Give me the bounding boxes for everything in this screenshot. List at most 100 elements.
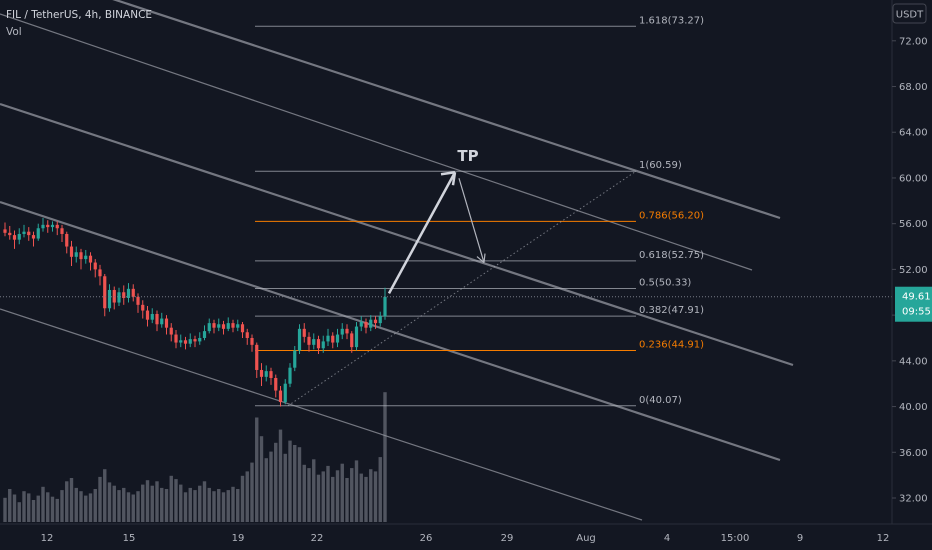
fibonacci-levels: 1.618(73.27) 1(60.59) 0.786(56.20) 0.618(52… (255, 15, 704, 407)
volume-bar (240, 475, 245, 522)
volume-bars (3, 392, 387, 522)
candle-body (55, 224, 59, 229)
candle-body (326, 335, 330, 342)
volume-bar (169, 475, 173, 522)
volume-bar (340, 463, 344, 522)
candle-body (50, 224, 55, 228)
volume-bar (179, 484, 183, 522)
candle-body (3, 229, 7, 233)
volume-bar (354, 460, 359, 522)
candle-body (188, 339, 192, 344)
trend-channels (0, 0, 794, 521)
volume-bar (207, 487, 211, 522)
candle-body (22, 231, 26, 234)
chart-header-title: FIL / TetherUS, 4h, BINANCE (6, 9, 152, 21)
volume-bar (373, 471, 378, 522)
candle-body (278, 390, 283, 402)
candle-body (27, 231, 31, 236)
volume-bar (293, 445, 297, 522)
volume-bar (8, 489, 12, 522)
volume-bar (22, 491, 26, 522)
volume-bar (160, 487, 164, 522)
candle-body (307, 336, 311, 345)
fib-level-label: 0(40.07) (639, 395, 682, 406)
tp-arrow-up-head (440, 171, 457, 186)
fib-level-label: 0.382(47.91) (639, 305, 704, 316)
price-badge: 49.61 09:55 (895, 286, 932, 322)
candle-body (107, 289, 112, 309)
candle-body (331, 335, 335, 343)
channel-line[interactable] (0, 102, 794, 367)
fib-level-label: 1.618(73.27) (639, 15, 704, 26)
x-tick-label: 15 (123, 533, 136, 544)
candle-body (41, 224, 45, 229)
volume-bar (226, 490, 230, 522)
volume-bar (236, 489, 240, 522)
candle-body (193, 339, 197, 342)
candle-body (169, 327, 173, 335)
candle-body (8, 232, 12, 236)
x-tick-label: 22 (311, 533, 324, 544)
candle-body (283, 383, 287, 402)
candle-body (240, 324, 245, 333)
volume-bar (107, 482, 112, 522)
volume-bar (364, 476, 368, 522)
y-tick-label: 72.00 (899, 36, 928, 47)
candle-body (31, 235, 36, 239)
y-tick-label: 44.00 (899, 356, 928, 367)
volume-bar (326, 465, 330, 522)
candle-body (297, 328, 302, 351)
volume-bar (302, 464, 306, 522)
candle-body (369, 319, 373, 328)
volume-bar (198, 485, 202, 522)
candle-body (12, 235, 17, 240)
fib-level-label: 1(60.59) (639, 160, 682, 171)
candle-body (259, 369, 264, 377)
volume-bar (98, 476, 102, 522)
volume-bar (174, 479, 178, 522)
candle-body (226, 323, 230, 329)
fib-level-label: 0.786(56.20) (639, 210, 704, 221)
channel-line[interactable] (0, 0, 781, 220)
currency-button-frame[interactable] (892, 3, 927, 24)
candle-body (302, 328, 306, 337)
volume-bar (131, 494, 135, 522)
candle-body (65, 233, 69, 247)
volume-bar (188, 487, 192, 522)
volume-bar (12, 494, 17, 522)
candle-body (340, 328, 344, 335)
candle-body (202, 331, 207, 338)
candle-body (17, 233, 21, 240)
volume-bar (245, 471, 249, 522)
channel-line[interactable] (0, 200, 781, 462)
volume-bar (74, 487, 78, 522)
volume-bar (202, 481, 207, 522)
volume-bar (297, 447, 302, 522)
volume-bar (65, 481, 69, 522)
volume-bar (321, 471, 325, 522)
channel-line[interactable] (0, 13, 753, 271)
currency-button[interactable]: USDT (892, 3, 927, 24)
channel-line[interactable] (0, 308, 643, 521)
annotations: TP (0, 147, 892, 298)
currency-button-label[interactable]: USDT (896, 10, 924, 21)
candle-body (150, 313, 154, 320)
tp-arrow-up-line (387, 171, 457, 295)
candle-body (179, 340, 183, 343)
y-tick-label: 52.00 (899, 265, 928, 276)
volume-bar (259, 436, 264, 522)
candle-body (217, 324, 221, 328)
volume-bar (217, 489, 221, 522)
candle-body (274, 377, 278, 391)
volume-bar (231, 486, 235, 522)
x-tick-label: 12 (41, 533, 54, 544)
candle-body (321, 341, 325, 349)
volume-bar (145, 480, 150, 522)
fib-level-label: 0.236(44.91) (639, 339, 704, 350)
candle-body (98, 269, 102, 277)
candle-body (293, 350, 297, 368)
x-tick-label: 4 (664, 533, 670, 544)
